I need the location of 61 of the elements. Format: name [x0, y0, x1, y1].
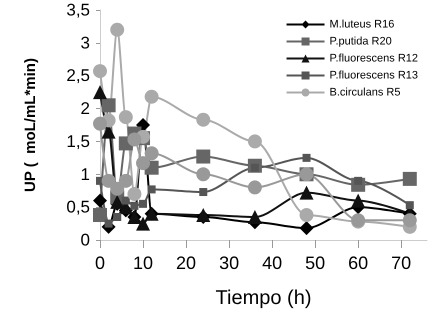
point: [118, 110, 133, 124]
point: [302, 154, 311, 162]
point: [248, 180, 262, 194]
x-tick-label: 0: [94, 253, 106, 273]
point: [300, 208, 314, 222]
point: [351, 194, 366, 208]
point: [93, 116, 107, 131]
point: [118, 174, 133, 188]
x-tick-label: 40: [262, 253, 282, 273]
point: [144, 90, 159, 104]
point: [248, 134, 262, 148]
x-axis-title: Tiempo (h): [216, 287, 312, 309]
y-tick-label: 0: [80, 230, 90, 250]
point: [102, 98, 116, 112]
legend-label: P.putida R20: [330, 36, 392, 48]
point: [113, 213, 122, 221]
point: [93, 64, 107, 78]
point: [127, 187, 142, 201]
point: [199, 188, 208, 196]
point: [248, 210, 262, 224]
point: [144, 146, 159, 160]
point: [122, 196, 130, 205]
point: [402, 213, 417, 228]
y-tick-label: 3: [80, 33, 90, 52]
y-tick-label: 2: [80, 99, 90, 118]
point: [102, 174, 116, 188]
x-tick-label: 10: [133, 253, 154, 273]
point: [196, 150, 210, 164]
y-tick-label: 1: [80, 164, 90, 184]
point: [130, 202, 138, 210]
point: [127, 132, 142, 146]
point: [136, 156, 150, 170]
y-tick-label: 1,5: [66, 132, 90, 151]
x-tick-label: 20: [176, 253, 196, 273]
point: [139, 200, 148, 208]
legend-label: M.luteus R16: [330, 18, 394, 30]
point: [93, 208, 107, 222]
x-tick-label: 60: [348, 253, 368, 273]
point: [402, 172, 417, 186]
y-tick-label: 2,5: [66, 66, 90, 86]
x-tick-label: 30: [219, 253, 240, 273]
point: [110, 22, 124, 37]
point: [110, 182, 124, 196]
point: [300, 186, 314, 200]
legend-label: B.circulans R5: [330, 86, 400, 98]
point: [148, 185, 156, 194]
legend-label: P.fluorescens R13: [330, 70, 418, 82]
point: [196, 112, 210, 127]
y-tick-label: 0,5: [66, 198, 90, 217]
point: [93, 85, 107, 100]
point: [196, 167, 210, 182]
point: [406, 201, 414, 210]
point: [104, 220, 113, 228]
point: [300, 221, 314, 236]
x-tick-label: 70: [391, 253, 412, 273]
legend-label: P.fluorescens R12: [330, 52, 418, 64]
point: [136, 216, 150, 231]
point: [93, 194, 107, 208]
y-axis-title: UP ( moL/mL*min): [22, 58, 39, 192]
x-tick-label: 50: [305, 253, 326, 273]
y-tick-label: 3,5: [66, 0, 90, 20]
